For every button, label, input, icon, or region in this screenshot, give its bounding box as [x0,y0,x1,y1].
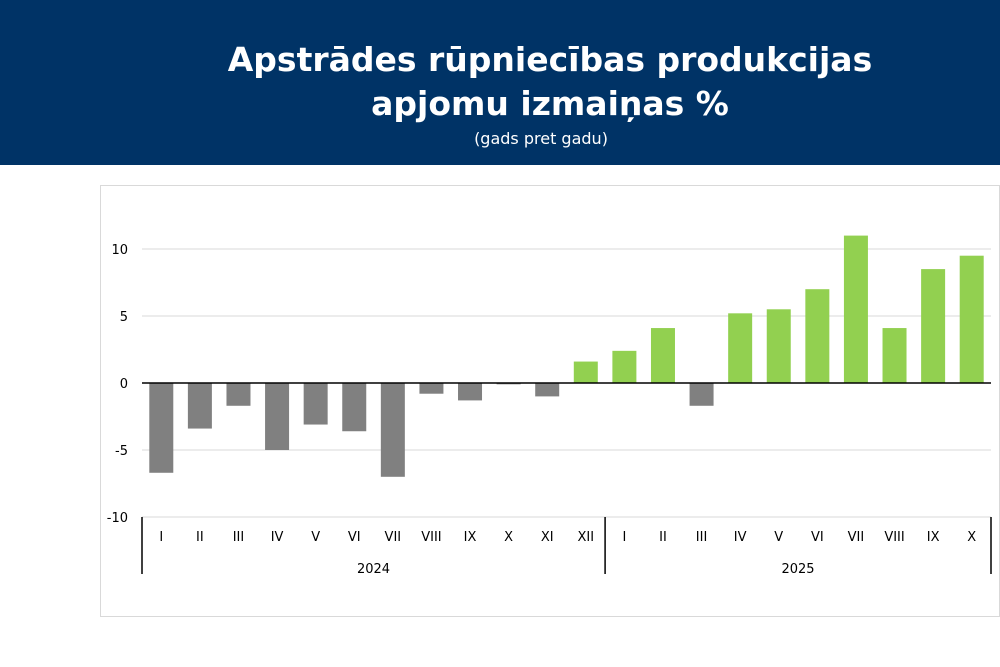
bar [265,383,290,450]
bar-layer [149,235,984,477]
x-category-label: VII [848,530,865,545]
x-category-label: IV [734,530,747,545]
x-category-label: XI [541,530,554,545]
x-category-label: VI [811,530,824,545]
y-tick-label: 10 [111,243,128,258]
bar [458,383,483,401]
chart-title-line1: Apstrādes rūpniecības produkcijas [227,40,873,79]
x-category-label: X [504,530,513,545]
bar [921,269,946,383]
x-category-label: IX [464,530,477,545]
x-category-label: I [159,530,163,545]
x-category-label: II [659,530,667,545]
x-category-label: IV [271,530,284,545]
y-tick-label: -10 [107,511,128,526]
bar [380,383,405,477]
y-tick-label: 0 [120,377,128,392]
x-category-label: V [311,530,320,545]
bar [303,383,328,425]
bar [766,309,791,383]
x-category-label: I [622,530,626,545]
x-category-label: VIII [884,530,904,545]
bar [728,313,753,383]
bar [149,383,174,473]
x-category-label: VII [385,530,402,545]
group-label: 2025 [781,562,814,577]
bar [187,383,212,429]
bar [689,383,714,406]
bar [612,350,637,383]
bar [650,328,675,383]
chart-subtitle: (gads pret gadu) [474,129,608,148]
chart-frame: 10 5 0 -5 -10 I II III IV V VI VII VIII IX X XI XII I II II… [100,185,1000,617]
bar [882,328,907,383]
bar [342,383,367,432]
y-tick-label: 5 [120,310,128,325]
chart-title-line2: apjomu izmaiņas % [371,84,729,123]
bar [226,383,251,406]
header-banner: Apstrādes rūpniecības produkcijas apjomu… [0,0,1000,165]
bar [959,255,984,383]
bar [843,235,868,383]
y-tick-label: -5 [115,444,128,459]
bar [573,361,598,383]
x-category-label: VI [348,530,361,545]
x-category-label: II [196,530,204,545]
x-category-label: IX [927,530,940,545]
x-category-label: III [696,530,708,545]
x-category-label: XII [578,530,595,545]
x-category-label: X [967,530,976,545]
bar [805,289,830,383]
x-category-label: III [233,530,245,545]
bar [535,383,560,397]
x-category-label: VIII [421,530,441,545]
bar [419,383,444,394]
group-label: 2024 [357,562,390,577]
x-category-label: V [774,530,783,545]
